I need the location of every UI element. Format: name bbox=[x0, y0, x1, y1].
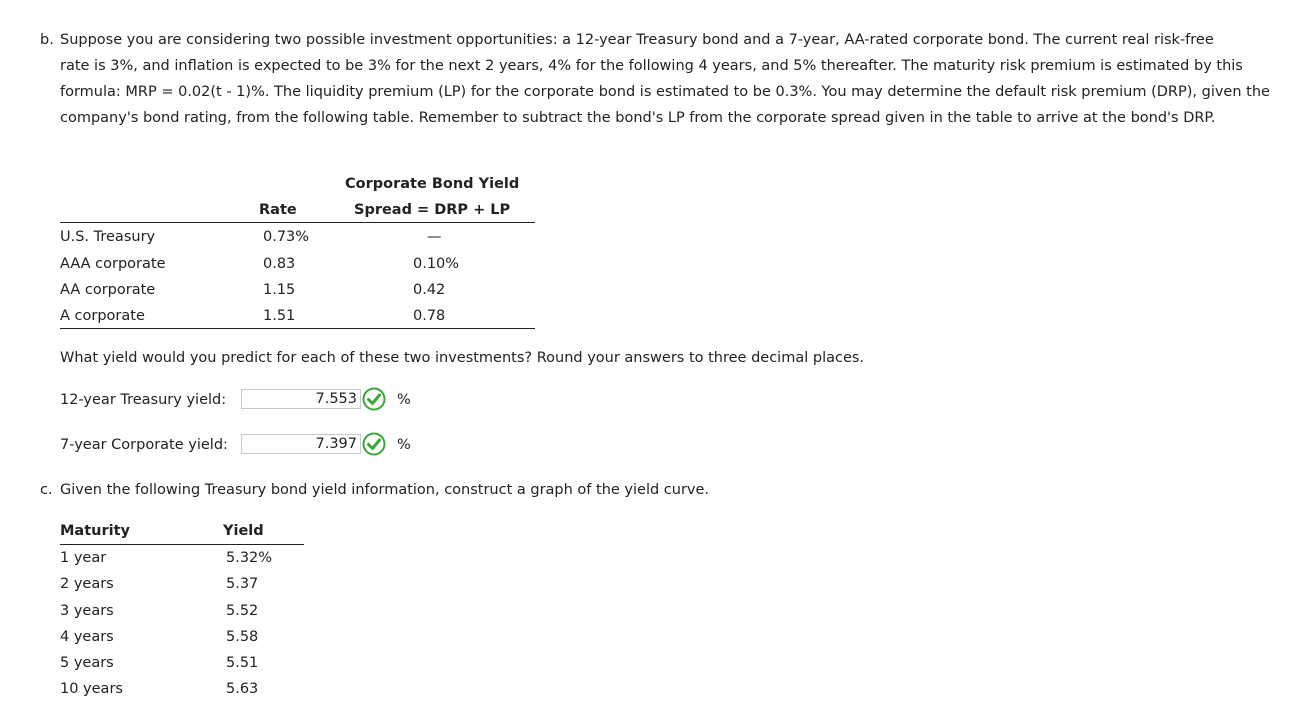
row-spread: 0.42 bbox=[413, 282, 446, 298]
check-icon bbox=[362, 432, 386, 456]
corporate-yield-label: 7-year Corporate yield: bbox=[60, 437, 228, 453]
corporate-yield-input[interactable]: 7.397 bbox=[241, 434, 361, 454]
table-header-rule bbox=[60, 222, 535, 223]
spread-header-line1: Corporate Bond Yield bbox=[345, 176, 520, 192]
maturity-header: Maturity bbox=[60, 523, 130, 539]
maturity-cell: 10 years bbox=[60, 681, 123, 697]
part-b-line1: Suppose you are considering two possible… bbox=[60, 32, 1214, 48]
part-c-text: Given the following Treasury bond yield … bbox=[60, 482, 710, 498]
maturity-cell: 3 years bbox=[60, 603, 114, 619]
yield-cell: 5.32% bbox=[226, 550, 273, 566]
maturity-cell: 1 year bbox=[60, 550, 107, 566]
row-name: AA corporate bbox=[60, 282, 156, 298]
table-bottom-rule bbox=[60, 328, 535, 329]
part-c-marker: c. bbox=[40, 482, 53, 498]
row-name: U.S. Treasury bbox=[60, 229, 156, 245]
part-b-text: rate is 3%, and inflation is expected to… bbox=[60, 58, 1270, 126]
row-spread: — bbox=[427, 229, 442, 245]
row-rate: 1.15 bbox=[263, 282, 296, 298]
maturity-cell: 2 years bbox=[60, 576, 114, 592]
treasury-unit: % bbox=[397, 392, 411, 408]
row-spread: 0.10% bbox=[413, 256, 460, 272]
yield-table-rule bbox=[60, 544, 304, 545]
yield-cell: 5.52 bbox=[226, 603, 259, 619]
row-name: AAA corporate bbox=[60, 256, 166, 272]
row-name: A corporate bbox=[60, 308, 145, 324]
row-rate: 1.51 bbox=[263, 308, 296, 324]
yield-cell: 5.51 bbox=[226, 655, 259, 671]
yield-cell: 5.37 bbox=[226, 576, 259, 592]
check-icon bbox=[362, 387, 386, 411]
part-b-paragraph: b. Suppose you are considering two possib… bbox=[40, 27, 1276, 131]
question-text: What yield would you predict for each of… bbox=[60, 350, 865, 366]
yield-cell: 5.63 bbox=[226, 681, 259, 697]
spread-header-line2: Spread = DRP + LP bbox=[354, 202, 511, 218]
yield-cell: 5.58 bbox=[226, 629, 259, 645]
yield-header: Yield bbox=[223, 523, 264, 539]
maturity-cell: 4 years bbox=[60, 629, 114, 645]
row-rate: 0.73% bbox=[263, 229, 310, 245]
part-b-marker: b. bbox=[40, 32, 54, 48]
treasury-yield-label: 12-year Treasury yield: bbox=[60, 392, 227, 408]
maturity-cell: 5 years bbox=[60, 655, 114, 671]
treasury-yield-input[interactable]: 7.553 bbox=[241, 389, 361, 409]
row-spread: 0.78 bbox=[413, 308, 446, 324]
rate-header: Rate bbox=[259, 202, 297, 218]
corporate-unit: % bbox=[397, 437, 411, 453]
row-rate: 0.83 bbox=[263, 256, 296, 272]
